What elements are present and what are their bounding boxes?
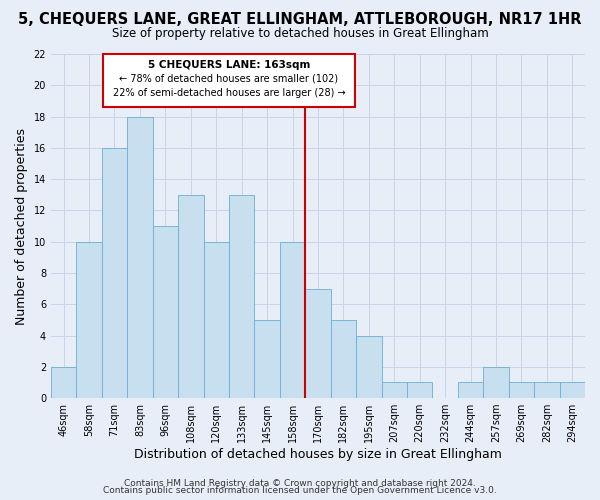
Text: 22% of semi-detached houses are larger (28) →: 22% of semi-detached houses are larger (… <box>113 88 345 98</box>
Text: ← 78% of detached houses are smaller (102): ← 78% of detached houses are smaller (10… <box>119 74 338 84</box>
FancyBboxPatch shape <box>103 54 355 107</box>
Bar <box>458 382 483 398</box>
Bar <box>152 226 178 398</box>
Bar <box>229 195 254 398</box>
Bar <box>356 336 382 398</box>
Bar <box>331 320 356 398</box>
Text: 5, CHEQUERS LANE, GREAT ELLINGHAM, ATTLEBOROUGH, NR17 1HR: 5, CHEQUERS LANE, GREAT ELLINGHAM, ATTLE… <box>18 12 582 28</box>
Bar <box>305 288 331 398</box>
X-axis label: Distribution of detached houses by size in Great Ellingham: Distribution of detached houses by size … <box>134 448 502 461</box>
Text: Contains HM Land Registry data © Crown copyright and database right 2024.: Contains HM Land Registry data © Crown c… <box>124 478 476 488</box>
Bar <box>203 242 229 398</box>
Bar <box>76 242 102 398</box>
Bar <box>102 148 127 398</box>
Bar <box>127 116 152 398</box>
Bar <box>407 382 433 398</box>
Bar <box>51 367 76 398</box>
Bar <box>534 382 560 398</box>
Y-axis label: Number of detached properties: Number of detached properties <box>15 128 28 324</box>
Bar <box>509 382 534 398</box>
Text: Size of property relative to detached houses in Great Ellingham: Size of property relative to detached ho… <box>112 28 488 40</box>
Bar <box>483 367 509 398</box>
Bar <box>382 382 407 398</box>
Bar <box>178 195 203 398</box>
Bar <box>280 242 305 398</box>
Text: 5 CHEQUERS LANE: 163sqm: 5 CHEQUERS LANE: 163sqm <box>148 60 310 70</box>
Bar <box>254 320 280 398</box>
Bar <box>560 382 585 398</box>
Text: Contains public sector information licensed under the Open Government Licence v3: Contains public sector information licen… <box>103 486 497 495</box>
